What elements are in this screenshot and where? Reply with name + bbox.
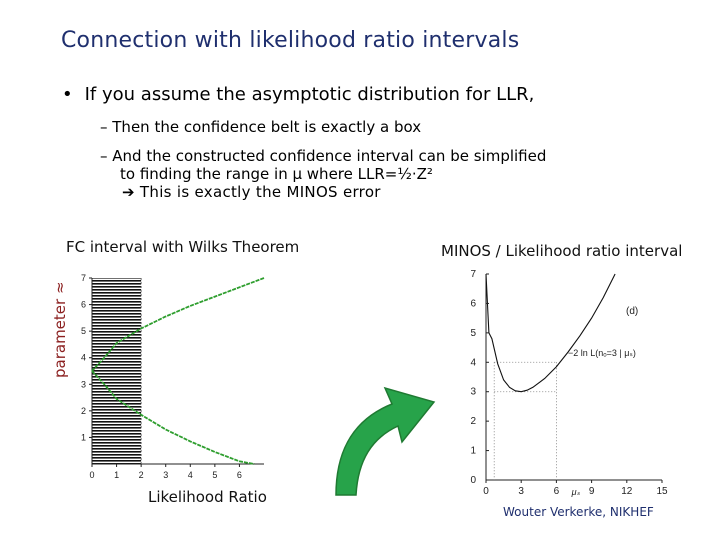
curved-up-right-arrow-icon xyxy=(335,386,436,496)
x-tick-label: 1 xyxy=(114,470,119,480)
y-tick-label: 6 xyxy=(470,298,476,309)
y-tick-label: 7 xyxy=(470,269,476,280)
subbullet-1: – Then the confidence belt is exactly a … xyxy=(100,118,422,136)
panel-label: (d) xyxy=(626,306,638,317)
y-tick-label: 4 xyxy=(81,353,86,363)
x-tick-label: 5 xyxy=(212,470,217,480)
x-unit-label: μₛ xyxy=(571,487,581,497)
subbullet-2-continued: to finding the range in μ where LLR=½·Z² xyxy=(120,165,433,183)
y-tick-label: 2 xyxy=(81,406,86,416)
hatched-band xyxy=(92,278,142,464)
footer-author: Wouter Verkerke, NIKHEF xyxy=(503,505,654,519)
curve-annotation: −2 ln L(nₒ=3 | μₛ) xyxy=(568,348,636,358)
x-tick-label: 0 xyxy=(483,486,489,497)
bullet-mark: • xyxy=(62,84,73,105)
y-tick-label: 7 xyxy=(81,273,86,283)
y-tick-label: 3 xyxy=(470,387,476,398)
main-bullet: • If you assume the asymptotic distributi… xyxy=(62,84,534,105)
x-tick-label: 0 xyxy=(89,470,94,480)
y-axis-label-container: parameter ≈ xyxy=(48,268,69,378)
y-tick-label: 5 xyxy=(470,328,476,339)
y-tick-label: 4 xyxy=(470,357,476,368)
x-tick-label: 9 xyxy=(589,486,595,497)
x-tick-label: 15 xyxy=(656,486,668,497)
y-tick-label: 1 xyxy=(470,446,476,457)
conclusion-line: ➔ This is exactly the MINOS error xyxy=(122,183,381,201)
left-plot-caption: FC interval with Wilks Theorem xyxy=(66,238,300,256)
y-tick-label: 0 xyxy=(470,475,476,486)
slide-title: Connection with likelihood ratio interva… xyxy=(61,28,520,53)
subbullet-2: – And the constructed confidence interva… xyxy=(100,147,547,165)
x-tick-label: 3 xyxy=(518,486,524,497)
left-confidence-belt-plot: 0 1 2 3 4 5 6 1 2 3 4 5 6 7 xyxy=(81,273,265,480)
x-axis-label: Likelihood Ratio xyxy=(148,488,267,506)
x-tick-label: 6 xyxy=(237,470,242,480)
x-tick-label: 2 xyxy=(139,470,144,480)
y-tick-label: 2 xyxy=(470,416,476,427)
y-tick-label: 6 xyxy=(81,300,86,310)
likelihood-curve xyxy=(485,273,616,393)
belt-curve-1 xyxy=(91,277,265,372)
x-tick-label: 4 xyxy=(188,470,193,480)
x-tick-label: 6 xyxy=(554,486,560,497)
belt-curve-2 xyxy=(91,370,255,465)
main-bullet-text: If you assume the asymptotic distributio… xyxy=(84,84,535,105)
x-tick-label: 3 xyxy=(163,470,168,480)
right-plot-caption: MINOS / Likelihood ratio interval xyxy=(441,242,683,260)
y-axis-label: parameter ≈ xyxy=(51,281,69,378)
y-tick-label: 5 xyxy=(81,326,86,336)
x-tick-label: 12 xyxy=(621,486,633,497)
y-tick-label: 1 xyxy=(81,432,86,442)
y-tick-label: 3 xyxy=(81,379,86,389)
